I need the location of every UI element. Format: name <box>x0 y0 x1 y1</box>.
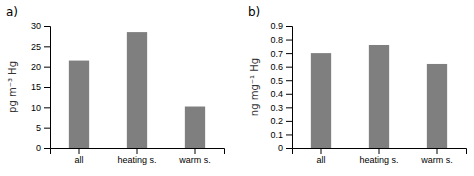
x-tick-mark <box>321 148 322 154</box>
y-tick-label: 15 <box>31 82 41 92</box>
y-axis-title: pg m⁻³ Hg <box>7 61 18 113</box>
x-tick: warm s. <box>420 148 453 165</box>
x-tick-mark <box>437 148 438 154</box>
y-tick-mark <box>286 121 292 122</box>
y-tick: 15 <box>31 82 50 92</box>
y-tick-mark <box>44 107 50 108</box>
y-tick-mark <box>286 94 292 95</box>
x-tick-label: heating s. <box>359 155 398 165</box>
bars <box>69 32 205 148</box>
panel: 0 0.1 0.2 0.3 0.4 0.5 0.6 0.7 0.8 0.9 all heating s… <box>248 5 467 165</box>
bar <box>311 53 331 148</box>
bar <box>427 64 447 148</box>
y-tick-mark <box>286 134 292 135</box>
y-tick-mark <box>286 26 292 27</box>
y-axis-title: ng mg⁻¹ Hg <box>249 58 260 116</box>
y-tick-mark <box>286 67 292 68</box>
panel-label: b) <box>248 5 260 19</box>
panel: 0 5 10 15 20 25 30 all heating s. warm s. pg m⁻³ H… <box>6 5 225 165</box>
y-tick: 0.9 <box>270 21 292 31</box>
y-tick: 0.8 <box>270 35 292 45</box>
x-axis: all heating s. warm s. <box>51 148 225 165</box>
x-tick-label: warm s. <box>420 155 453 165</box>
x-tick-mark <box>195 148 196 154</box>
y-tick-mark <box>44 67 50 68</box>
y-tick-label: 0.5 <box>270 76 283 86</box>
y-tick-label: 5 <box>36 123 41 133</box>
x-tick-label: all <box>316 155 325 165</box>
y-axis: 0 5 10 15 20 25 30 <box>31 21 51 153</box>
y-tick-mark <box>286 107 292 108</box>
bar <box>69 61 89 148</box>
x-tick-mark <box>137 148 138 154</box>
y-tick-label: 0 <box>278 143 283 153</box>
y-tick-label: 10 <box>31 103 41 113</box>
y-tick: 0 <box>36 143 50 153</box>
y-tick: 0.5 <box>270 76 292 86</box>
y-tick-label: 25 <box>31 42 41 52</box>
x-tick: heating s. <box>359 148 398 165</box>
y-tick-label: 0.9 <box>270 21 283 31</box>
y-tick-label: 0.6 <box>270 62 283 72</box>
y-tick-label: 0.2 <box>270 116 283 126</box>
x-axis-line <box>293 149 467 155</box>
y-tick: 30 <box>31 21 50 31</box>
x-axis-line <box>51 149 225 155</box>
y-tick: 0.4 <box>270 89 292 99</box>
y-tick-label: 0.4 <box>270 89 283 99</box>
bars <box>311 45 447 148</box>
x-axis: all heating s. warm s. <box>293 148 467 165</box>
x-tick-mark <box>79 148 80 154</box>
y-tick-mark <box>44 26 50 27</box>
y-tick-label: 0.3 <box>270 103 283 113</box>
y-axis-line <box>286 27 293 149</box>
y-tick: 0.1 <box>270 130 292 140</box>
y-tick: 0.6 <box>270 62 292 72</box>
y-tick-mark <box>44 128 50 129</box>
y-tick-label: 0.1 <box>270 130 283 140</box>
y-tick-label: 20 <box>31 62 41 72</box>
y-axis-line <box>44 27 51 149</box>
figure: 0 5 10 15 20 25 30 all heating s. warm s. pg m⁻³ H… <box>0 0 474 176</box>
y-tick: 10 <box>31 103 50 113</box>
y-tick-mark <box>286 148 292 149</box>
y-tick-label: 0.7 <box>270 48 283 58</box>
y-tick: 5 <box>36 123 50 133</box>
x-tick-mark <box>379 148 380 154</box>
bar <box>369 45 389 148</box>
bar <box>185 107 205 148</box>
y-tick: 0 <box>278 143 292 153</box>
x-tick: all <box>316 148 325 165</box>
x-tick: all <box>74 148 83 165</box>
y-tick: 0.2 <box>270 116 292 126</box>
y-tick: 0.7 <box>270 48 292 58</box>
y-tick: 0.3 <box>270 103 292 113</box>
y-tick: 20 <box>31 62 50 72</box>
y-tick-mark <box>44 46 50 47</box>
y-tick-mark <box>44 87 50 88</box>
bar <box>127 32 147 148</box>
y-tick-label: 30 <box>31 21 41 31</box>
x-tick-label: all <box>74 155 83 165</box>
x-tick: warm s. <box>178 148 211 165</box>
y-axis: 0 0.1 0.2 0.3 0.4 0.5 0.6 0.7 0.8 0.9 <box>270 21 292 153</box>
y-tick-mark <box>44 148 50 149</box>
x-tick: heating s. <box>117 148 156 165</box>
x-tick-label: heating s. <box>117 155 156 165</box>
panel-label: a) <box>6 5 18 19</box>
y-tick: 25 <box>31 42 50 52</box>
y-tick-mark <box>286 40 292 41</box>
y-tick-mark <box>286 53 292 54</box>
x-tick-label: warm s. <box>178 155 211 165</box>
y-tick-label: 0 <box>36 143 41 153</box>
y-tick-mark <box>286 80 292 81</box>
y-tick-label: 0.8 <box>270 35 283 45</box>
